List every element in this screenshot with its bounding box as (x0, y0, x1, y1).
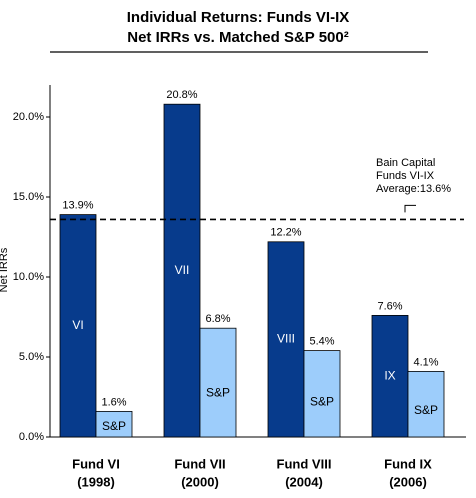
x-tick-sublabel: (2004) (285, 474, 323, 489)
bar-label: S&P (310, 395, 334, 409)
bar-label: IX (384, 368, 395, 382)
x-tick-label: Fund VII (174, 456, 225, 471)
x-tick-label: Fund IX (384, 456, 432, 471)
bar (163, 103, 201, 438)
bar (59, 214, 97, 438)
y-tick-label: 0.0% (19, 431, 44, 443)
chart-subtitle: Net IRRs vs. Matched S&P 500² (127, 29, 348, 46)
value-label: 6.8% (205, 313, 230, 325)
value-label: 1.6% (101, 396, 126, 408)
chart-title: Individual Returns: Funds VI-IX (127, 9, 350, 26)
value-label: 5.4% (309, 336, 334, 348)
value-label: 20.8% (166, 89, 197, 101)
bar-label: VIII (277, 332, 295, 346)
value-label: 13.9% (62, 200, 93, 212)
x-tick-sublabel: (1998) (77, 474, 115, 489)
bar-label: VII (175, 263, 190, 277)
bar-label: S&P (206, 386, 230, 400)
bar (407, 370, 445, 438)
x-tick-label: Fund VI (72, 456, 120, 471)
bar (303, 350, 341, 438)
value-label: 7.6% (377, 300, 402, 312)
bar-label: S&P (414, 403, 438, 417)
reference-pointer (404, 204, 416, 213)
x-tick-sublabel: (2000) (181, 474, 219, 489)
reference-label: Bain Capital (376, 157, 435, 169)
bar (371, 314, 409, 438)
x-tick-label: Fund VIII (277, 456, 332, 471)
y-tick-label: 20.0% (13, 111, 44, 123)
bar (199, 327, 237, 438)
y-tick-label: 15.0% (13, 191, 44, 203)
value-label: 4.1% (413, 356, 438, 368)
reference-label: Funds VI-IX (376, 170, 435, 182)
y-tick-label: 5.0% (19, 351, 44, 363)
reference-label: Average:13.6% (376, 183, 451, 195)
bar-label: S&P (102, 419, 126, 433)
bar (267, 241, 305, 438)
y-tick-label: 10.0% (13, 271, 44, 283)
y-axis-label: Net IRRs (0, 247, 10, 292)
bar-label: VI (72, 318, 83, 332)
x-tick-sublabel: (2006) (389, 474, 427, 489)
value-label: 12.2% (270, 227, 301, 239)
bar (95, 410, 133, 438)
